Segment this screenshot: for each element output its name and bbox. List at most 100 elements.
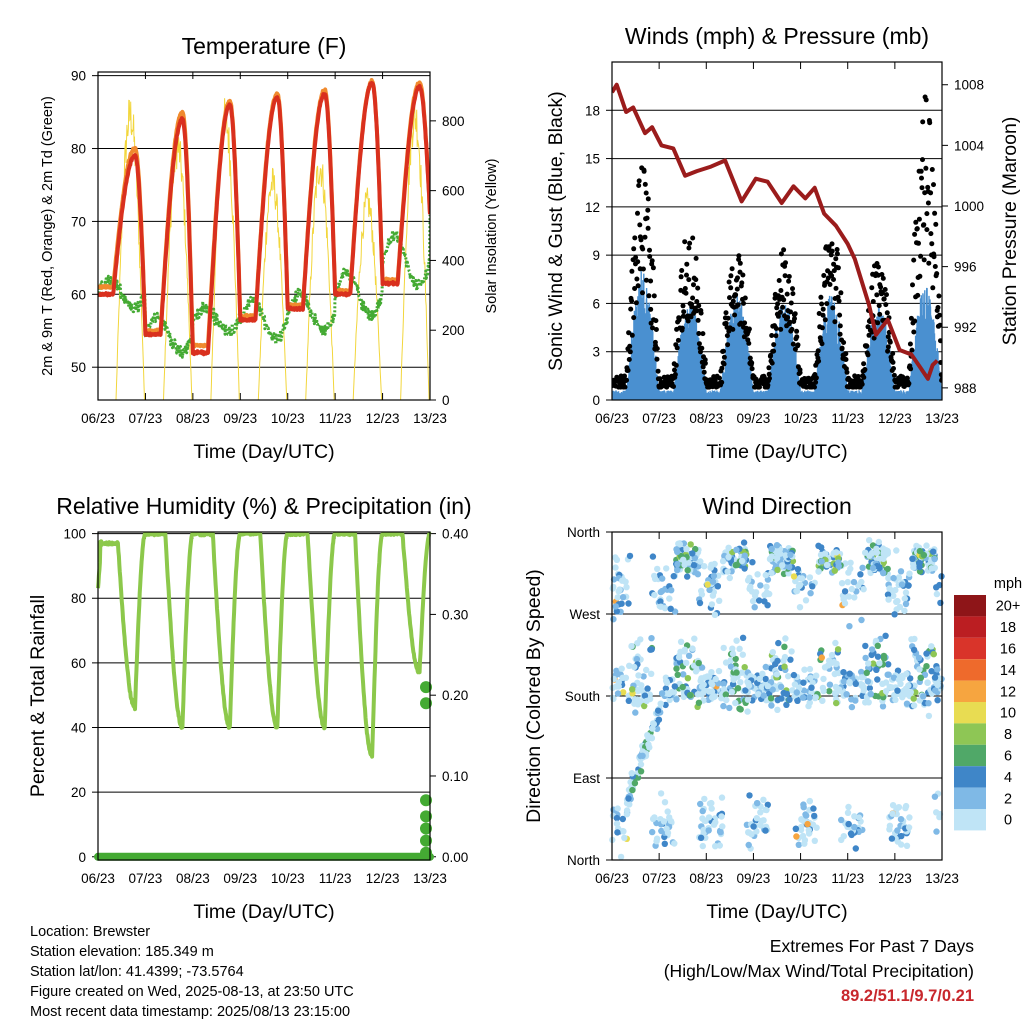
gust-point	[633, 255, 639, 260]
gust-point	[671, 384, 676, 389]
gust-point	[787, 319, 793, 325]
direction-point	[689, 550, 696, 557]
direction-point	[768, 553, 776, 560]
gust-point	[928, 190, 934, 196]
direction-point	[860, 687, 867, 694]
y-tick-label: 18	[585, 103, 600, 118]
panel-2: Winds (mph) & Pressure (mb) Time (Day/UTC…	[545, 23, 1021, 463]
y-tick-label: 80	[71, 142, 86, 157]
gust-point	[932, 264, 938, 269]
gust-point	[776, 278, 782, 283]
direction-point	[726, 574, 733, 582]
gust-point	[830, 305, 836, 311]
direction-point	[753, 828, 760, 835]
direction-point	[884, 671, 891, 678]
gust-point	[885, 348, 891, 354]
direction-point	[619, 594, 627, 601]
x-tick-label: 11/23	[831, 871, 864, 886]
direction-point	[789, 557, 797, 565]
direction-point	[714, 583, 721, 590]
direction-point	[740, 539, 748, 546]
gust-point	[695, 317, 701, 323]
gust-point	[695, 285, 701, 291]
gust-point	[916, 216, 922, 222]
gust-point	[884, 310, 890, 316]
gust-point	[641, 168, 647, 174]
gust-point	[632, 235, 638, 241]
gust-point	[735, 275, 740, 281]
direction-point	[762, 571, 769, 579]
direction-point	[840, 669, 847, 676]
gust-point	[931, 254, 937, 260]
gust-point	[910, 282, 915, 288]
direction-point	[749, 559, 756, 566]
direction-point	[886, 826, 893, 833]
direction-point	[637, 761, 645, 768]
gust-point	[890, 351, 896, 356]
x-tick-label: 11/23	[831, 411, 864, 426]
gust-point	[790, 341, 796, 347]
direction-point	[846, 678, 853, 686]
gust-point	[655, 368, 661, 374]
direction-point	[719, 558, 727, 565]
gust-point	[859, 381, 865, 387]
gust-point	[786, 274, 792, 279]
gust-point	[702, 357, 708, 363]
gust-point	[650, 325, 655, 331]
direction-point	[847, 565, 854, 572]
direction-point	[657, 700, 664, 707]
direction-point	[901, 607, 908, 614]
gust-point	[919, 175, 924, 181]
direction-point	[727, 657, 734, 664]
gust-point	[719, 379, 725, 385]
gust-point	[836, 298, 842, 304]
direction-point	[612, 603, 619, 610]
gust-point	[627, 349, 633, 355]
direction-point	[737, 679, 744, 686]
direction-point	[745, 679, 752, 687]
direction-point	[646, 691, 653, 698]
direction-point	[774, 657, 781, 665]
direction-point	[769, 649, 776, 656]
direction-point	[759, 670, 766, 677]
direction-point	[934, 666, 941, 673]
gust-point	[700, 331, 706, 337]
direction-point	[841, 588, 849, 595]
direction-point	[610, 616, 617, 623]
direction-point	[894, 667, 902, 674]
direction-point	[637, 768, 645, 775]
gust-point	[654, 346, 660, 352]
direction-point	[629, 786, 636, 794]
direction-point	[657, 790, 665, 797]
gust-point	[645, 207, 651, 213]
direction-point	[651, 591, 658, 599]
direction-point	[683, 659, 690, 667]
direction-point	[739, 634, 747, 641]
direction-point	[698, 664, 706, 671]
precip-point	[420, 681, 432, 694]
gust-point	[749, 360, 755, 366]
gust-point	[861, 374, 867, 380]
direction-point	[806, 665, 814, 673]
legend-label: 14	[1000, 663, 1016, 679]
direction-point	[907, 688, 914, 696]
gust-point	[771, 342, 777, 348]
gust-point	[788, 300, 794, 306]
direction-point	[661, 840, 668, 847]
direction-point	[873, 549, 881, 556]
gust-point	[746, 340, 752, 346]
direction-point	[934, 681, 941, 689]
gust-point	[876, 303, 882, 309]
direction-point	[910, 695, 917, 702]
direction-point	[620, 689, 627, 696]
direction-point	[848, 585, 855, 593]
direction-point	[648, 635, 655, 642]
direction-point	[848, 703, 856, 711]
gust-point	[831, 277, 836, 282]
direction-point	[696, 599, 704, 607]
direction-point	[613, 608, 620, 615]
direction-point	[680, 671, 687, 678]
gust-point	[684, 261, 690, 267]
x-tick-label: 06/23	[81, 871, 115, 886]
